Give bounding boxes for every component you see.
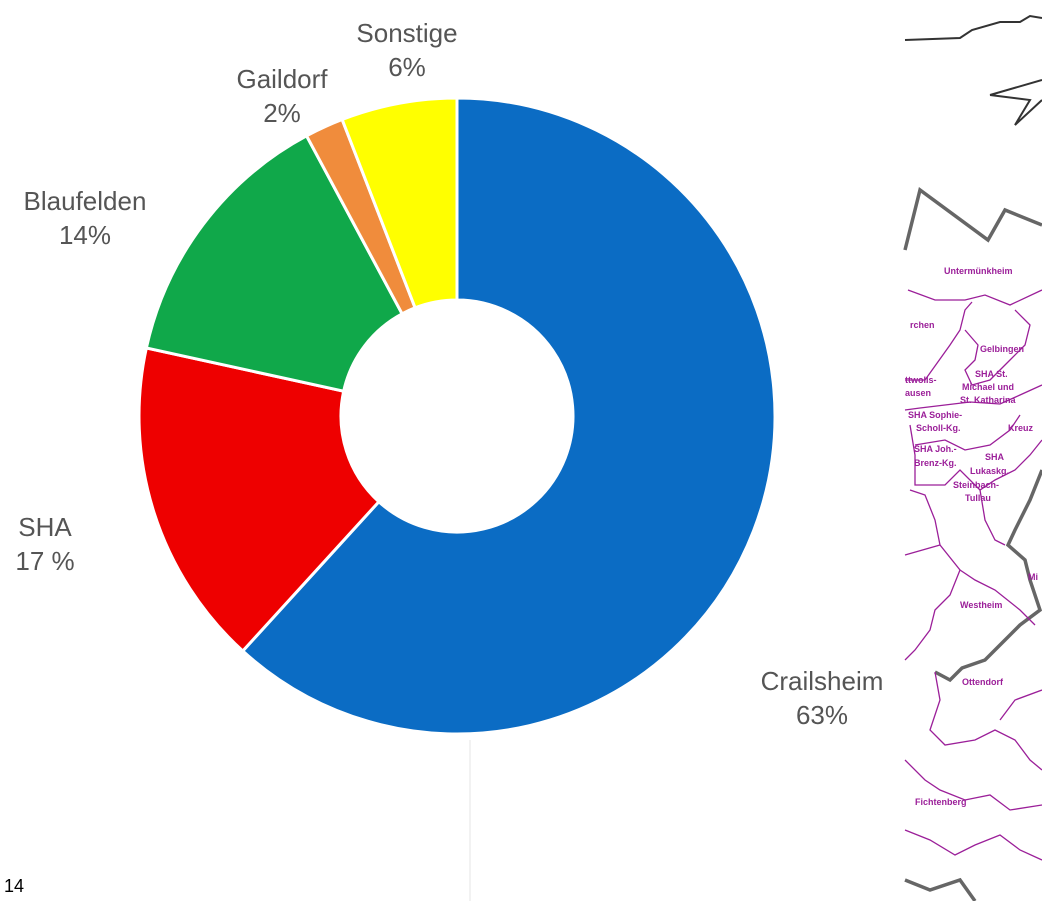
map-lines-2	[905, 301, 973, 381]
map-lines-8	[904, 544, 961, 661]
map-label: ausen	[905, 388, 931, 398]
district-map: Untermünkheim Gelbingen SHA St. Michael …	[903, 14, 1042, 901]
map-label: Mi	[1028, 572, 1038, 582]
map-label: Untermünkheim	[944, 266, 1013, 276]
map-lines-6	[914, 414, 1021, 451]
map-label: rchen	[910, 320, 935, 330]
map-label: SHA	[985, 452, 1005, 462]
map-border-top	[904, 14, 1042, 41]
map-label: Scholl-Kg.	[916, 423, 961, 433]
slice-label-gaildorf: Gaildorf 2%	[222, 62, 342, 130]
map-lines-5	[909, 424, 1042, 491]
map-label: SHA Sophie-	[908, 410, 962, 420]
donut-chart	[137, 96, 777, 736]
map-label: Michael und	[962, 382, 1014, 392]
map-lines-13	[904, 829, 1042, 861]
map-label: Brenz-Kg.	[914, 458, 957, 468]
map-label: St. Katharina	[960, 395, 1017, 405]
map-lines-12	[904, 759, 1042, 811]
pie-slice-sonstige	[340, 96, 459, 310]
map-label: SHA St.	[975, 369, 1008, 379]
slice-name: Sonstige	[356, 18, 458, 48]
map-border-arrow	[989, 79, 1042, 126]
map-lines-1	[907, 289, 1042, 306]
map-label: SHA Joh.-	[914, 444, 957, 454]
map-border-main	[903, 187, 1042, 251]
map-label: Kreuz	[1008, 423, 1034, 433]
slice-value: 14%	[58, 220, 112, 250]
slice-value: 6%	[388, 52, 426, 82]
map-border-inner	[934, 469, 1042, 683]
slice-name: Blaufelden	[23, 186, 147, 216]
page-number: 14	[4, 876, 25, 896]
slice-label-blaufelden: Blaufelden 14%	[10, 184, 160, 252]
slice-value: 63%	[795, 700, 849, 730]
map-lines-7	[979, 489, 1006, 546]
map-lines-14	[999, 689, 1042, 721]
map-lines-4	[904, 384, 1042, 411]
slice-label-sonstige: Sonstige 6%	[352, 16, 462, 84]
pie-slice-blaufelden	[144, 133, 405, 393]
map-lines-10	[959, 569, 1036, 626]
map-label: Tullau	[965, 493, 991, 503]
map-label: Gelbingen	[980, 344, 1024, 354]
slice-name: Crailsheim	[760, 666, 884, 696]
map-label: ttwolls-	[905, 375, 937, 385]
pie-slice-sha	[137, 346, 381, 654]
slice-label-sha: SHA 17 %	[0, 510, 90, 578]
map-label: Ottendorf	[962, 677, 1004, 687]
map-label: Steinbach-	[953, 480, 999, 490]
map-lines-3	[964, 309, 1031, 386]
pie-slice-crailsheim	[240, 96, 777, 736]
slice-label-crailsheim: Crailsheim 63%	[742, 664, 902, 732]
slice-name: SHA	[18, 512, 72, 542]
map-label: Westheim	[960, 600, 1002, 610]
slice-name: Gaildorf	[236, 64, 328, 94]
map-lines-9	[909, 489, 941, 546]
map-label: Fichtenberg	[915, 797, 967, 807]
slice-value: 17 %	[15, 546, 75, 576]
slice-value: 2%	[263, 98, 301, 128]
map-border-bottom	[904, 877, 977, 901]
map-label: Lukaskg.	[970, 466, 1009, 476]
map-lines-11	[929, 671, 1042, 771]
